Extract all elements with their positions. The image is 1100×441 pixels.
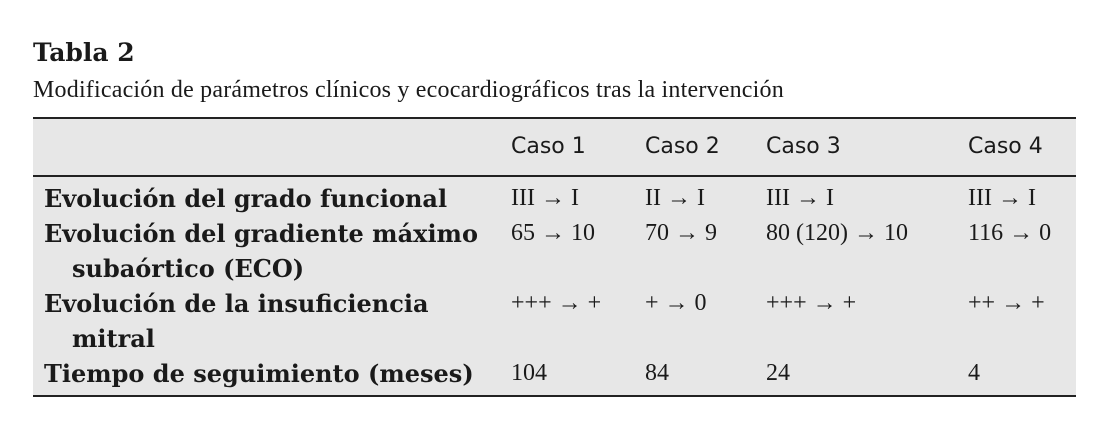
row-label-line2: mitral <box>72 324 155 353</box>
table-cell: 116 → 0 <box>968 220 1052 246</box>
table-cell: III → I <box>511 185 579 211</box>
table-cell: III → I <box>968 185 1036 211</box>
column-header-caso-4: Caso 4 <box>968 134 1043 159</box>
header-rule <box>33 175 1076 177</box>
table-cell: +++ → + <box>766 290 857 316</box>
row-label-line1: Evolución de la insuficiencia <box>44 289 429 318</box>
data-table: Caso 1 Caso 2 Caso 3 Caso 4 Evolución de… <box>33 117 1076 397</box>
table-caption-title: Tabla 2 <box>33 38 135 67</box>
table-cell: 70 → 9 <box>645 220 717 246</box>
table-cell: 104 <box>511 360 547 386</box>
table-cell: + → 0 <box>645 290 707 316</box>
table-cell: 65 → 10 <box>511 220 595 246</box>
column-header-caso-3: Caso 3 <box>766 134 841 159</box>
row-label-tiempo-seguimiento: Tiempo de seguimiento (meses) <box>44 356 474 391</box>
table-cell: +++ → + <box>511 290 602 316</box>
column-header-caso-1: Caso 1 <box>511 134 586 159</box>
row-label-line1: Evolución del gradiente máximo <box>44 219 478 248</box>
row-label-line1: Evolución del grado funcional <box>44 184 448 213</box>
table-cell: 84 <box>645 360 669 386</box>
row-label-gradiente-maximo: Evolución del gradiente máximo subaórtic… <box>44 216 478 286</box>
table-cell: 80 (120) → 10 <box>766 220 908 246</box>
row-label-grado-funcional: Evolución del grado funcional <box>44 181 447 216</box>
table-cell: 24 <box>766 360 790 386</box>
row-label-line2: subaórtico (ECO) <box>72 254 305 283</box>
column-header-caso-2: Caso 2 <box>645 134 720 159</box>
table-caption-subtitle: Modificación de parámetros clínicos y ec… <box>33 77 784 103</box>
row-label-line1: Tiempo de seguimiento (meses) <box>44 359 474 388</box>
table-cell: III → I <box>766 185 834 211</box>
table-cell: ++ → + <box>968 290 1045 316</box>
table-cell: II → I <box>645 185 705 211</box>
table-cell: 4 <box>968 360 980 386</box>
row-label-insuficiencia-mitral: Evolución de la insuficiencia mitral <box>44 286 429 356</box>
